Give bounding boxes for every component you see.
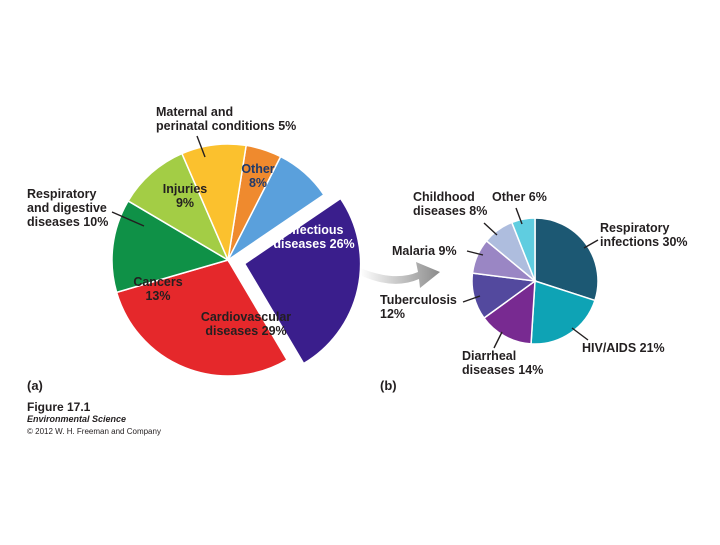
- pie-slice-diarrheal: [482, 279, 536, 345]
- leader-respiratory-digestive: [111, 211, 145, 227]
- leader-childhood: [483, 222, 498, 236]
- pie-slice-respiratory_infections: [534, 217, 599, 302]
- label-cardiovascular: Cardiovascular diseases 29%: [201, 310, 291, 338]
- pie-slice-infectious: [243, 197, 362, 365]
- transition-arrow-icon: [360, 262, 440, 288]
- leader-malaria: [466, 250, 484, 256]
- label-childhood: Childhood diseases 8%: [413, 190, 487, 218]
- pie-slice-respiratory_digestive: [127, 152, 230, 262]
- label-other-a: Other 8%: [241, 162, 274, 190]
- leader-tuberculosis: [462, 295, 481, 303]
- leader-diarrheal: [493, 331, 503, 349]
- leader-hiv-aids: [571, 327, 589, 341]
- book-title: Environmental Science: [27, 414, 127, 424]
- pie-slice-other: [227, 155, 325, 261]
- pie-b: [471, 217, 599, 345]
- pie-slice-cardiovascular: [115, 259, 289, 377]
- label-malaria: Malaria 9%: [392, 244, 457, 258]
- pie-slice-cancers: [111, 199, 230, 294]
- label-cancers: Cancers 13%: [133, 275, 182, 303]
- panel-label-a: (a): [27, 378, 43, 393]
- slice-labels: Maternal and perinatal conditions 5% Other…: [27, 105, 688, 377]
- copyright-line: © 2012 W. H. Freeman and Company: [27, 427, 161, 436]
- label-diarrheal: Diarrheal diseases 14%: [462, 349, 543, 377]
- pie-slice-injuries: [180, 143, 248, 263]
- label-maternal: Maternal and perinatal conditions 5%: [156, 105, 296, 133]
- label-other-b: Other 6%: [492, 190, 547, 204]
- leader-maternal: [196, 135, 206, 158]
- figure-number: Figure 17.1: [27, 400, 91, 414]
- pie-a: [111, 143, 362, 377]
- label-tuberculosis: Tuberculosis 12%: [380, 293, 457, 321]
- pie-slice-other: [510, 217, 536, 282]
- label-infectious: Infectious diseases 26%: [273, 223, 354, 251]
- panel-label-b: (b): [380, 378, 397, 393]
- leader-other-b: [515, 207, 523, 225]
- pie-slice-hiv_aids: [530, 279, 596, 345]
- label-injuries: Injuries 9%: [163, 182, 208, 210]
- label-respiratory-digestive: Respiratory and digestive diseases 10%: [27, 187, 108, 229]
- leader-respiratory-infections: [583, 239, 599, 249]
- label-hiv-aids: HIV/AIDS 21%: [582, 341, 665, 355]
- label-respiratory-infections: Respiratory infections 30%: [600, 221, 688, 249]
